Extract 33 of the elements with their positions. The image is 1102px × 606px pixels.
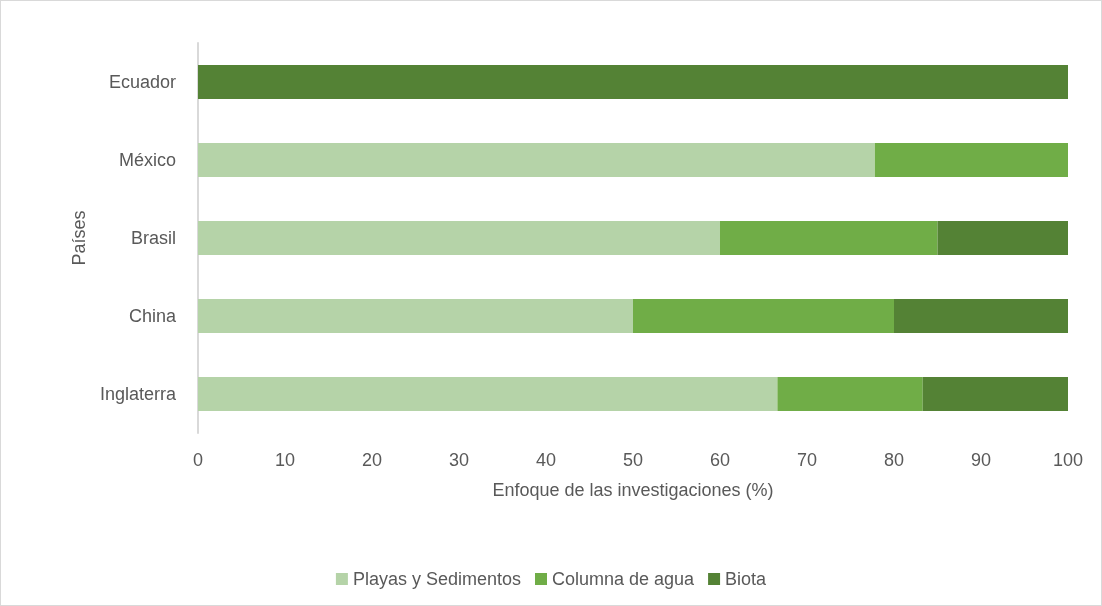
bar [937,221,1068,255]
bar [894,299,1068,333]
x-tick-label: 60 [709,450,731,470]
bar [777,377,923,411]
bar [198,65,1068,99]
y-tick-label: Inglaterra [99,384,177,404]
bar [874,143,1068,177]
bar [198,143,875,177]
bar [198,377,778,411]
x-tick-label: 90 [970,450,992,470]
y-tick-label: México [118,150,176,170]
bar [922,377,1068,411]
x-tick-label: 30 [448,450,470,470]
bar [198,299,633,333]
y-tick-label: Ecuador [108,72,176,92]
bar [633,299,894,333]
x-tick-label: 40 [535,450,557,470]
y-tick-label: Brasil [130,228,176,248]
legend-label: Columna de agua [551,569,696,589]
x-tick-label: 50 [622,450,644,470]
legend-label: Playas y Sedimentos [352,569,521,589]
x-tick-label: 0 [192,450,204,470]
y-axis-title: Países [69,210,89,266]
x-tick-label: 100 [1052,450,1084,470]
x-axis-title: Enfoque de las investigaciones (%) [492,480,774,500]
x-tick-label: 20 [361,450,383,470]
bar [198,221,720,255]
x-tick-label: 80 [883,450,905,470]
x-tick-label: 10 [274,450,296,470]
x-tick-label: 70 [796,450,818,470]
legend-label: Biota [725,569,768,589]
bar [720,221,938,255]
y-tick-label: China [128,306,177,326]
